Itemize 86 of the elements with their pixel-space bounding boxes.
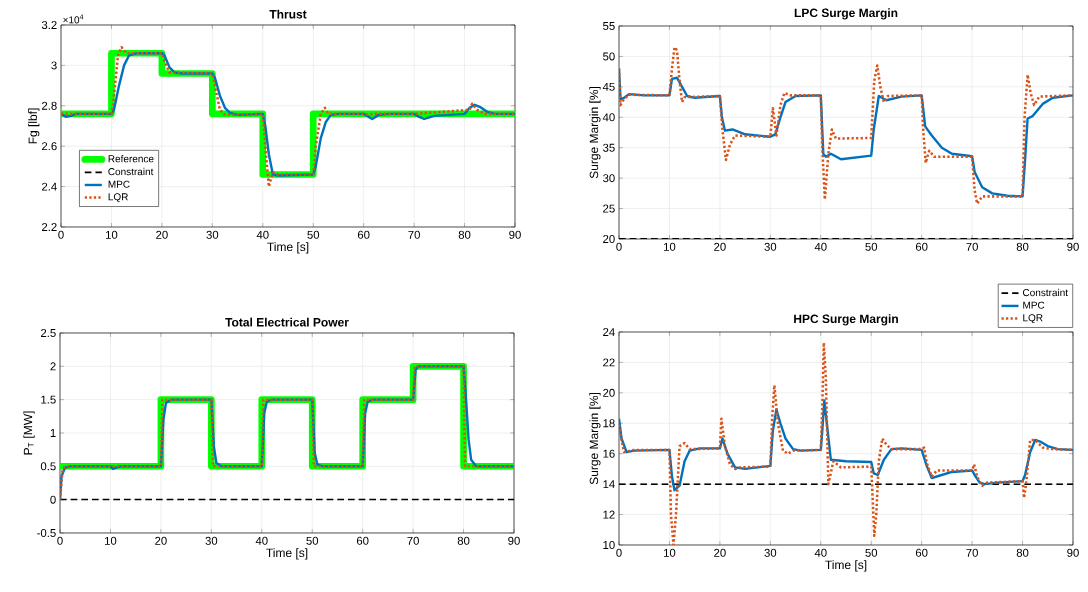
y-tick-label: -0.5 [37,528,56,537]
x-tick-label: 0 [616,242,622,251]
x-tick-label: 40 [814,242,827,251]
x-tick-label: 90 [508,536,520,545]
x-tick-label: 80 [1016,242,1029,251]
text: ×10$^{4}$ [63,14,84,24]
y-tick-label: 30 [603,174,615,183]
x-tick-label: 10 [664,242,676,251]
y-tick-label: 55 [603,22,615,30]
y-tick-label: 40 [602,113,615,122]
x-tick-label: 40 [256,230,269,239]
y-tick-label: 2.6 [42,142,57,151]
x-tick-label: 70 [407,536,419,545]
chart-title: LPC Surge Margin [794,8,898,20]
y-tick-label: 18 [603,419,615,428]
x-tick-label: 50 [865,242,878,251]
x-tick-label: 60 [357,230,370,239]
y-tick-label: 3 [51,61,57,70]
x-tick-label: 60 [356,536,369,545]
y-tick-label: 2 [50,362,56,371]
legend-label: Reference [108,155,154,163]
x-tick-label: 80 [458,230,471,239]
legend-label: MPC [108,180,130,188]
y-tick-label: 12 [603,510,615,519]
y-tick-label: 3.2 [41,20,57,29]
x-tick-label: 10 [664,548,676,557]
y-tick-label: 2.2 [42,223,57,231]
chart-title: Total Electrical Power [225,317,349,327]
y-tick-label: 2.5 [41,328,56,337]
x-tick-label: 70 [966,242,978,251]
x-tick-label: 90 [1067,548,1079,557]
x-tick-label: 70 [966,548,978,557]
x-tick-label: 20 [714,242,726,251]
x-tick-label: 30 [764,548,777,557]
y-tick-label: 50 [603,52,615,61]
x-axis-title: Time [s] [267,242,309,254]
x-tick-label: 50 [307,230,320,239]
legend-label: Constraint [1022,288,1068,297]
x-tick-label: 0 [57,536,63,545]
y-tick-label: 45 [602,82,615,91]
y-axis-title: Surge Margin [%] [589,393,601,485]
x-tick-label: 30 [764,242,777,251]
x-axis-title: Time [s] [266,548,308,560]
x-tick-label: 10 [105,536,117,545]
x-tick-label: 60 [915,548,928,557]
y-tick-label: 14 [603,480,615,489]
y-tick-label: 22 [603,358,615,367]
x-axis-title: Time [s] [825,560,867,572]
y-tick-label: 25 [603,204,615,213]
y-tick-label: 24 [603,328,615,336]
x-tick-label: 0 [58,230,64,239]
y-tick-label: 35 [603,143,615,152]
chart-title: Thrust [269,9,307,19]
x-tick-label: 70 [408,230,420,239]
legend-label: LQR [108,193,128,203]
x-tick-label: 30 [206,230,219,239]
x-tick-label: 40 [255,536,268,545]
x-tick-label: 40 [814,548,827,557]
y-tick-label: 0.5 [40,462,56,471]
x-tick-label: 20 [156,230,168,239]
x-tick-label: 20 [714,548,726,557]
y-tick-label: 20 [603,388,615,397]
x-tick-label: 60 [915,242,928,251]
y-axis-title: Surge Margin [%] [589,87,601,179]
x-tick-label: 0 [616,548,622,557]
legend-label: MPC [1023,301,1045,309]
y-tick-label: 16 [603,449,615,458]
chart-title: HPC Surge Margin [794,314,898,326]
y-tick-label: 1 [50,429,56,437]
y-tick-label: 1.5 [41,395,56,404]
x-tick-label: 90 [1067,242,1079,251]
x-tick-label: 50 [865,548,878,557]
y-axis-title: Fg [lbf] [28,108,40,144]
legend-label: Constraint [108,167,154,176]
x-tick-label: 30 [205,536,218,545]
x-tick-label: 50 [306,536,319,545]
y-tick-label: 0 [50,495,56,504]
x-tick-label: 20 [155,536,167,545]
y-tick-label: 2.8 [42,101,57,110]
x-tick-label: 80 [1016,548,1029,557]
x-tick-label: 80 [457,536,470,545]
x-tick-label: 90 [509,230,521,239]
y-axis-title: P$_{T}$ [MW] [23,411,35,455]
x-tick-label: 10 [106,230,118,239]
legend-label: LQR [1023,314,1043,324]
y-tick-label: 2.4 [42,182,57,191]
